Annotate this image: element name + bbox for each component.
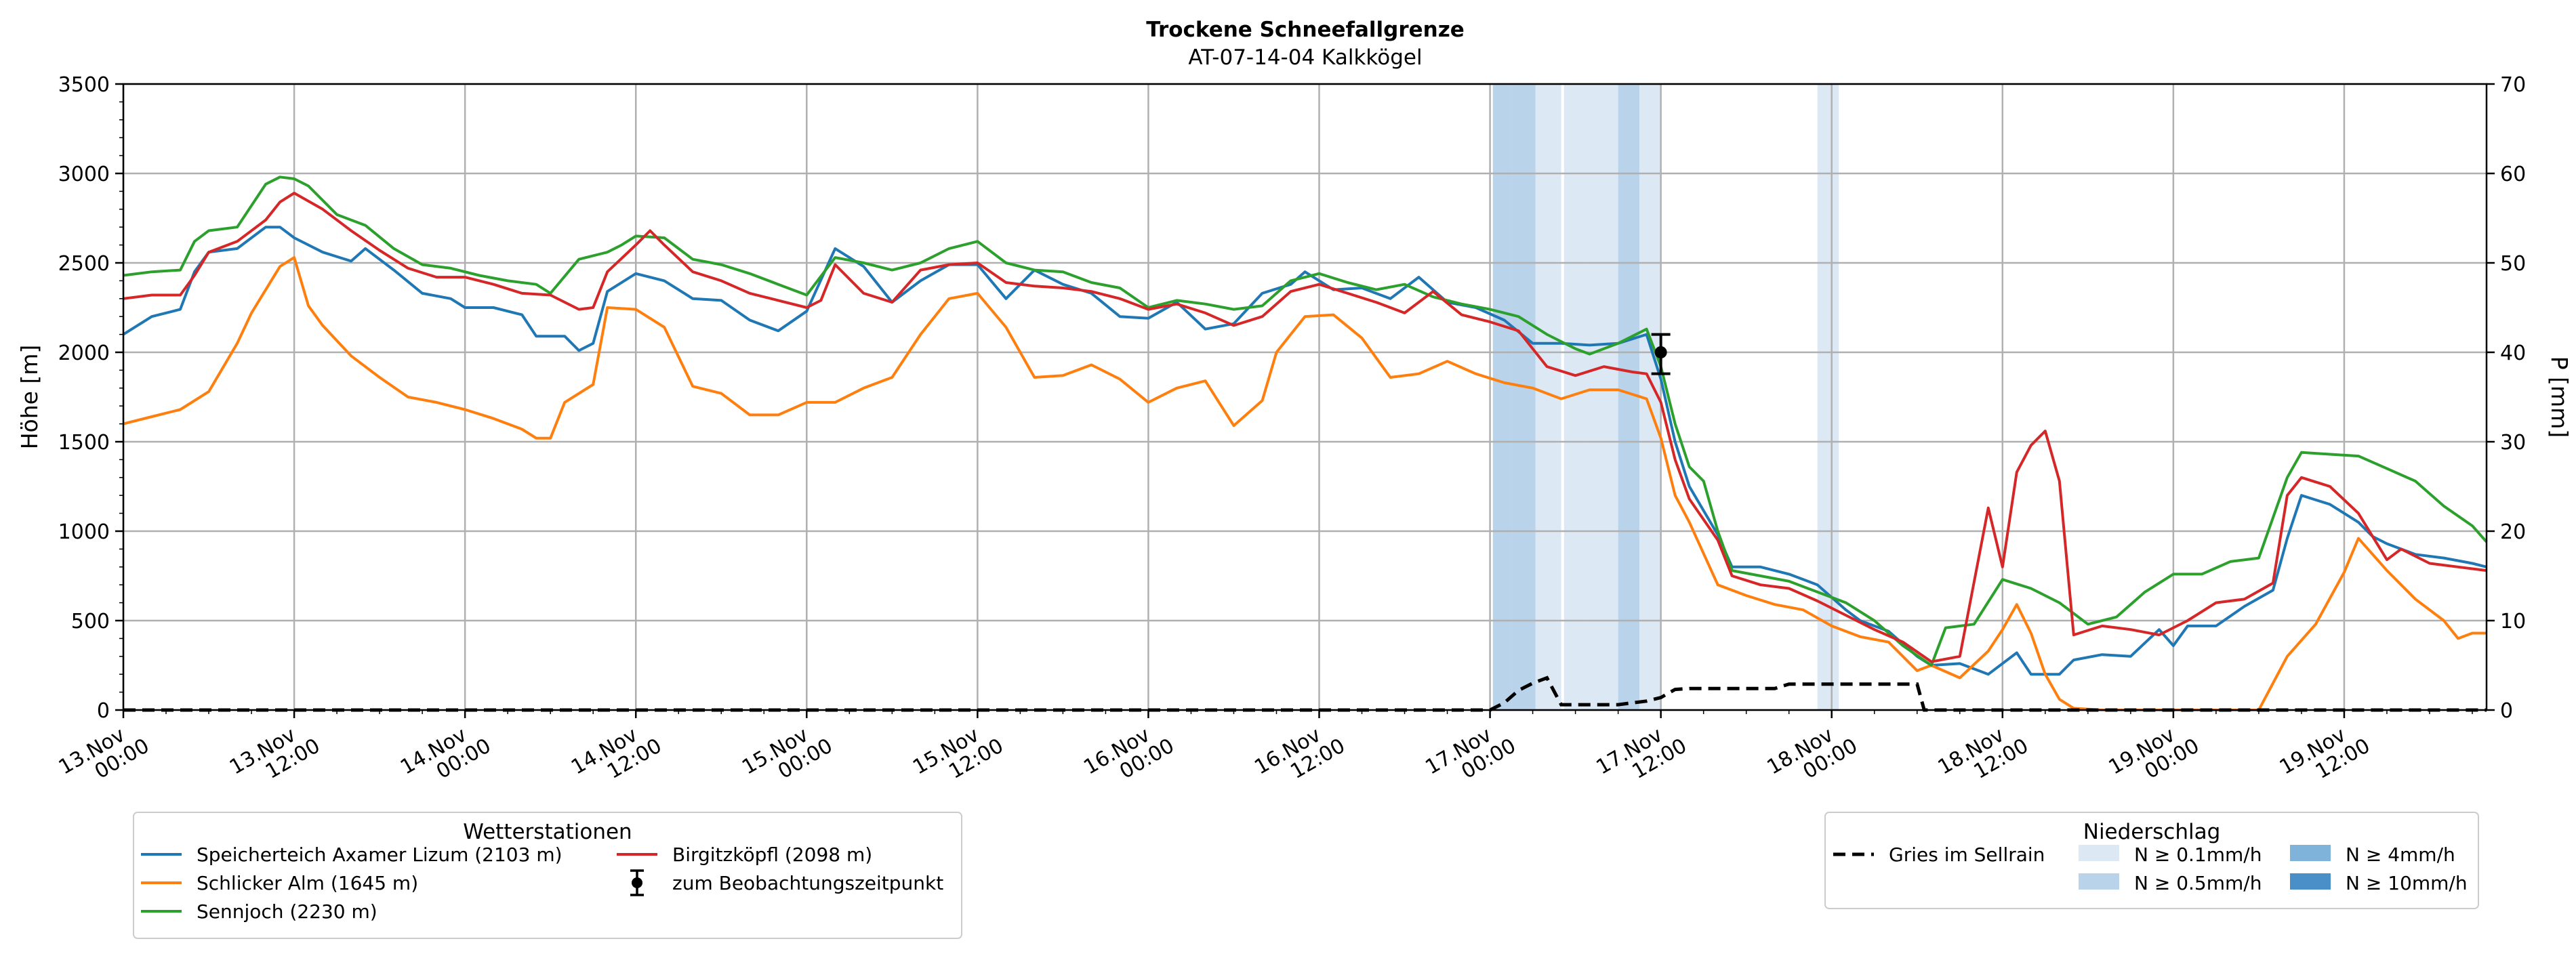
y-right-tick-label-5: 50: [2500, 252, 2526, 276]
legend-precip-label-3: N ≥ 10mm/h: [2346, 872, 2468, 894]
legend-precip-label-2: N ≥ 4mm/h: [2346, 844, 2455, 866]
observation-marker: [1651, 333, 1671, 375]
series-line-2: [123, 175, 2488, 667]
legend-precip-swatch-3: [2290, 873, 2331, 890]
legend-label-1: Schlicker Alm (1645 m): [197, 872, 418, 894]
precip-band-0: [1492, 84, 1512, 710]
y-right-tick-label-1: 10: [2500, 610, 2526, 633]
legend-stations-title: Wetterstationen: [463, 820, 632, 844]
y-tick-label-2: 1000: [58, 520, 110, 544]
legend-label-2: Sennjoch (2230 m): [197, 900, 377, 923]
y-axis-label-right: P [mm]: [2546, 356, 2573, 438]
y-tick-label-3: 1500: [58, 431, 110, 455]
legend-label-3: Birgitzköpfl (2098 m): [672, 844, 872, 866]
y-tick-label-6: 3000: [58, 163, 110, 186]
gries-line: [123, 675, 2487, 712]
y-tick-label-4: 2000: [58, 341, 110, 365]
series-line-1: [123, 256, 2487, 711]
legend-precip-title: Niederschlag: [2083, 820, 2221, 844]
legend-precip-swatch-2: [2290, 845, 2331, 861]
legend-stations-frame: [133, 812, 962, 939]
plot-frame: [122, 83, 2488, 711]
station-lines: [122, 175, 2488, 711]
series-line-3: [123, 192, 2487, 663]
y-right-tick-label-0: 0: [2500, 699, 2513, 723]
legend-precip-label-1: N ≥ 0.5mm/h: [2134, 872, 2262, 894]
precip-band-5: [1618, 84, 1640, 710]
y-tick-label-1: 500: [71, 610, 110, 633]
y-tick-label-0: 0: [97, 699, 110, 723]
legend-precip-label-0: N ≥ 0.1mm/h: [2134, 844, 2262, 866]
y-tick-label-5: 2500: [58, 252, 110, 276]
legend-obs-dot: [632, 877, 642, 888]
legend-precipitation: Niederschlag Gries im Sellrain N ≥ 0.1mm/…: [1824, 812, 2479, 909]
y-right-tick-label-3: 30: [2500, 431, 2526, 455]
legend-label-gries: Gries im Sellrain: [1889, 844, 2045, 866]
y-right-tick-label-7: 70: [2500, 73, 2526, 97]
y-right-tick-label-6: 60: [2500, 163, 2526, 186]
chart-subtitle: AT-07-14-04 Kalkkögel: [1188, 45, 1422, 70]
obs-point: [1654, 346, 1667, 358]
chart-title: Trockene Schneefallgrenze: [1146, 18, 1465, 42]
legend-precip-swatch-1: [2079, 873, 2119, 890]
legend-label-observation: zum Beobachtungszeitpunkt: [672, 872, 943, 894]
precip-band-7: [1817, 84, 1839, 710]
precip-band-4: [1587, 84, 1618, 710]
y-axis-label: Höhe [m]: [16, 345, 43, 450]
y-tick-label-7: 3500: [58, 73, 110, 97]
grid-lines: [122, 83, 2487, 711]
legend-stations: Wetterstationen Speicherteich Axamer Liz…: [133, 812, 962, 939]
legend-precip-swatch-0: [2079, 845, 2119, 861]
y-right-tick-label-2: 20: [2500, 520, 2526, 544]
legend-label-0: Speicherteich Axamer Lizum (2103 m): [197, 844, 563, 866]
y-right-tick-label-4: 40: [2500, 341, 2526, 365]
precip-band-1: [1511, 84, 1536, 710]
gries-dashed-line: [123, 675, 2487, 712]
